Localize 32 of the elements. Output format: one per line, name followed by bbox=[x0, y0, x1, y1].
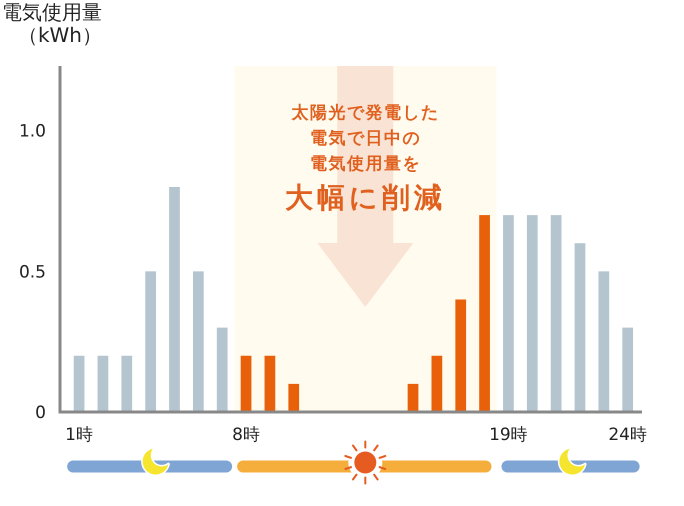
annotation: 電気使用量を bbox=[310, 154, 421, 174]
bar bbox=[98, 356, 108, 412]
bar bbox=[432, 356, 442, 412]
bar bbox=[622, 328, 634, 412]
bar bbox=[74, 356, 84, 412]
bar bbox=[455, 299, 466, 412]
x-tick-label: 8時 bbox=[232, 425, 260, 445]
bar bbox=[550, 215, 562, 412]
bar bbox=[240, 356, 252, 412]
bar bbox=[145, 271, 156, 412]
y-tick-label: 0.5 bbox=[18, 262, 46, 282]
bar bbox=[526, 215, 538, 412]
x-tick-label: 1時 bbox=[65, 425, 93, 445]
x-tick-label: 24時 bbox=[608, 425, 648, 445]
y-tick-label: 0 bbox=[35, 403, 46, 423]
bar bbox=[192, 271, 204, 412]
bar bbox=[479, 215, 490, 412]
bar bbox=[598, 271, 610, 412]
bar bbox=[121, 356, 132, 412]
bar bbox=[503, 215, 514, 412]
x-tick-label: 19時 bbox=[489, 425, 528, 445]
annotation: 大幅に削減 bbox=[284, 181, 446, 214]
y-tick-label: 1.0 bbox=[18, 122, 46, 142]
bar bbox=[264, 356, 276, 412]
bar bbox=[574, 243, 586, 412]
bar bbox=[288, 384, 300, 412]
y-axis-title: 電気使用量（kWh） bbox=[2, 0, 102, 47]
annotation: 太陽光で発電した bbox=[291, 103, 440, 123]
annotation: 電気で日中の bbox=[310, 128, 421, 148]
bar bbox=[169, 186, 180, 412]
bar bbox=[408, 384, 418, 412]
bar bbox=[216, 328, 228, 412]
